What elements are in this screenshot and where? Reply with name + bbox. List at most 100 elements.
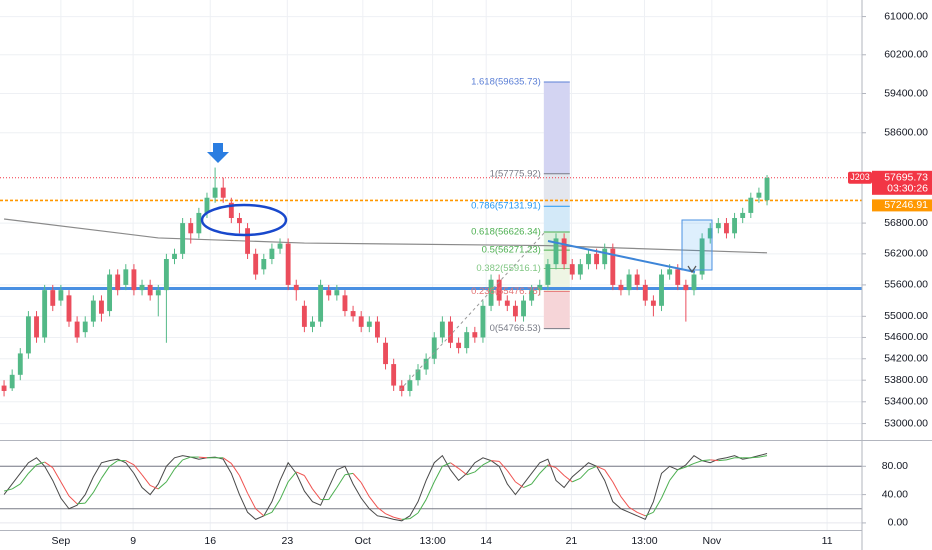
stoch-d (523, 483, 532, 488)
candle-body (496, 279, 502, 301)
stoch-d (506, 470, 516, 483)
fib-label: 1.618(59635.73) (471, 77, 541, 88)
candle-body (650, 300, 656, 306)
candle-body (50, 290, 56, 306)
candle-body (521, 300, 526, 317)
y-tick-label: 54600.00 (884, 331, 928, 343)
stoch-d (230, 463, 240, 476)
stoch-d (547, 464, 557, 469)
stoch-d (149, 484, 159, 490)
candle-body (301, 305, 307, 327)
candle-body (115, 274, 121, 291)
candle-body (764, 177, 770, 201)
stoch-d (596, 465, 605, 471)
stoch-d (247, 492, 257, 509)
candle-body (326, 290, 332, 296)
stoch-d (563, 475, 573, 483)
fib-zone (543, 206, 570, 232)
stoch-d (620, 496, 630, 508)
candle-body (488, 279, 494, 306)
stoch-d (68, 495, 78, 505)
stoch-d (60, 481, 70, 497)
stoch-d (303, 475, 313, 490)
stoch-d (555, 467, 565, 476)
candle-body (756, 192, 762, 198)
stoch-d (702, 459, 711, 462)
back-layer (0, 81, 862, 510)
stoch-d (645, 511, 654, 517)
stoch-d (36, 461, 45, 466)
symbol-tag-label: J203 (850, 172, 870, 182)
stoch-d (133, 464, 143, 476)
stoch-d (604, 469, 614, 483)
candle-body (131, 269, 137, 291)
candle-body (626, 274, 632, 291)
stoch-d (726, 457, 735, 461)
candle-body (740, 212, 746, 219)
candle-body (634, 274, 640, 285)
stoch-d (255, 508, 265, 517)
ellipse-annotation (200, 203, 288, 237)
candle-body (431, 337, 437, 359)
stoch-d (393, 516, 402, 520)
stoch-d (417, 499, 427, 514)
stoch-d (101, 466, 110, 479)
stoch-d (19, 473, 29, 485)
stoch-d (450, 462, 459, 469)
candle-body (293, 284, 299, 291)
fib-zone (543, 173, 570, 207)
stoch-d (442, 462, 451, 467)
stoch-d (238, 475, 249, 494)
candle-body (99, 300, 104, 314)
stoch-d (141, 474, 151, 486)
candle-body (553, 238, 559, 265)
y-tick-label: 55600.00 (884, 279, 928, 291)
candle-body (237, 218, 242, 224)
y-tick-label: 59400.00 (884, 87, 928, 99)
y-tick-label: 80.00 (882, 460, 908, 472)
stoch-d (312, 488, 322, 500)
candle-body (586, 253, 591, 265)
fib-label: 0.618(56626.34) (471, 226, 541, 237)
stoch-d (515, 481, 524, 488)
fib-label: 0.5(56271.23) (482, 245, 541, 256)
candle-body (610, 248, 616, 285)
candle-body (358, 316, 364, 327)
candle-body (415, 369, 421, 381)
candle-body (123, 269, 129, 285)
candle-body (188, 223, 194, 234)
stoch-d (710, 459, 719, 462)
candle-body (253, 253, 259, 275)
candle-body (58, 290, 64, 301)
candle-body (748, 197, 754, 213)
stoch-d (344, 472, 354, 476)
stoch-d (636, 511, 646, 517)
stoch-d (572, 477, 581, 483)
candle-body (464, 332, 470, 349)
candle-body (659, 274, 664, 306)
candle-body (715, 223, 721, 229)
y-tick-label: 60200.00 (884, 49, 928, 61)
y-tick-label: 54200.00 (884, 353, 928, 365)
x-tick-label: 13:00 (419, 535, 445, 547)
candle-body (675, 269, 681, 285)
stoch-d (84, 492, 94, 504)
y-tick-label: 56200.00 (884, 248, 928, 260)
candle-body (107, 274, 113, 312)
axis-layer: 61000.00 60200.00 59400.00 58600.00 56800.00… (52, 10, 932, 547)
candle-body (350, 311, 356, 317)
candle-body (155, 290, 161, 296)
stoch-d (222, 457, 232, 464)
countdown: 03:30:26 (887, 183, 928, 195)
stoch-d (52, 467, 62, 483)
candle-body (139, 284, 145, 291)
stoch-d (109, 460, 118, 467)
stoch-d (336, 474, 346, 488)
candle-body (172, 253, 177, 259)
y-tick-label: 53400.00 (884, 396, 928, 408)
fib-label: 0.236(55476.75) (471, 286, 541, 297)
candle-body (391, 364, 397, 386)
candle-body (561, 238, 567, 265)
candle-body (42, 290, 48, 338)
trend-line (547, 240, 696, 273)
